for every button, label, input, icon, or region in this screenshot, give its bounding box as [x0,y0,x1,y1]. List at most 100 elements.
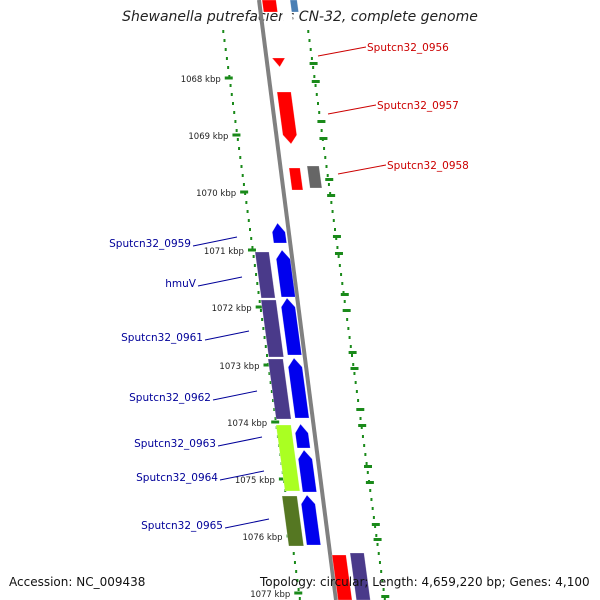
track-dot-left [258,300,261,303]
track-dot-right [346,318,349,321]
cog-block [254,251,276,299]
gene-hmuv [275,249,296,298]
track-dot-right [335,237,338,240]
track-dot-left [238,147,241,150]
major-tick-right [319,137,328,140]
track-dot-left [252,255,255,258]
track-dot-right [383,597,386,600]
track-dot-left [223,39,226,42]
cog-block [267,358,292,420]
callout-line-left [224,518,270,529]
track-dot-right [334,228,336,231]
track-dot-right [372,516,375,519]
scale-label: 1072 kbp [212,304,252,314]
track-dot-right [371,507,374,510]
track-dot-left [264,345,267,348]
track-dot-left [273,408,276,411]
gene-label-left: Sputcn32_0963 [134,438,216,450]
scale-label: 1074 kbp [227,419,267,429]
track-dot-right [361,435,364,438]
track-dot-left [293,561,296,564]
minor-tick-right [363,465,372,468]
track-dot-right [380,570,383,573]
track-dot-right [353,372,356,375]
callout-line-left [204,330,250,341]
track-dot-right [320,129,323,132]
track-dot-left [225,57,228,60]
gene-feature [349,552,371,600]
track-dot-left [253,264,256,267]
track-dot-left [256,282,259,285]
track-dot-right [351,354,354,357]
track-dot-right [343,300,346,303]
track-dot-left [245,201,248,204]
track-dot-left [295,570,298,573]
track-dot-left [242,183,245,186]
track-dot-left [240,165,243,168]
track-dot-left [259,309,262,312]
callout-line-right [337,164,387,175]
accession-label: Accession: NC_009438 [9,575,146,589]
track-dot-left [257,291,260,294]
gene-sputcn32-0963 [294,423,311,449]
track-dot-right [316,102,319,105]
track-dot-right [363,444,366,447]
track-dot-right [370,498,373,501]
scale-label: 1069 kbp [188,132,228,142]
scale-label: 1070 kbp [196,189,236,199]
major-tick-left [294,591,303,595]
track-dot-left [292,552,295,555]
track-dot-right [314,84,317,87]
minor-tick-right [340,293,349,296]
track-dot-right [366,471,369,474]
map-title: Shewanella putrefaciens CN-32, complete … [122,9,478,25]
track-dot-right [352,363,355,366]
track-dot-left [268,372,271,375]
gene-label-left: Sputcn32_0965 [141,520,223,532]
track-dot-right [365,462,368,465]
gene-sputcn32-0961 [280,297,303,356]
minor-tick-right [356,408,365,411]
track-dot-right [327,183,330,186]
major-tick-left [278,477,287,481]
map-strip [238,28,378,600]
major-tick-left [247,248,256,252]
major-tick-right [311,80,320,83]
gene-label-left: Sputcn32_0962 [129,392,211,404]
minor-tick-right [325,178,334,181]
track-dot-left [251,246,254,249]
scale-label: 1075 kbp [235,476,275,486]
gene-label-left: hmuV [165,278,197,290]
track-dot-right [323,147,326,150]
gene-gap [280,0,296,39]
gene-label-left: Sputcn32_0964 [136,472,218,484]
gene-feature [331,554,353,600]
track-dot-right [364,453,367,456]
track-dot-right [357,399,360,402]
track-dot-right [318,111,321,114]
track-dot-left [261,318,264,321]
track-dot-left [298,597,301,600]
track-dot-left [296,579,299,582]
track-dot-left [274,417,277,420]
track-dot-right [330,201,333,204]
track-dot-right [375,534,378,537]
track-dot-right [376,543,379,546]
track-dot-left [236,138,239,141]
track-dot-right [347,327,350,330]
callout-line-right [327,104,377,115]
track-dot-right [341,282,344,285]
track-dot-right [359,417,362,420]
gene-feature [261,0,278,13]
major-tick-left [255,305,264,309]
cog-block [260,299,285,358]
track-dot-right [342,291,345,294]
scale-label: 1068 kbp [181,75,221,85]
callout-line-left [212,390,258,401]
track-dot-right [349,345,352,348]
genome-backbone [257,0,338,600]
minor-tick-right [317,120,326,123]
track-dot-right [336,246,339,249]
gene-label-left: Sputcn32_0961 [121,332,203,344]
minor-tick-right [348,351,357,354]
